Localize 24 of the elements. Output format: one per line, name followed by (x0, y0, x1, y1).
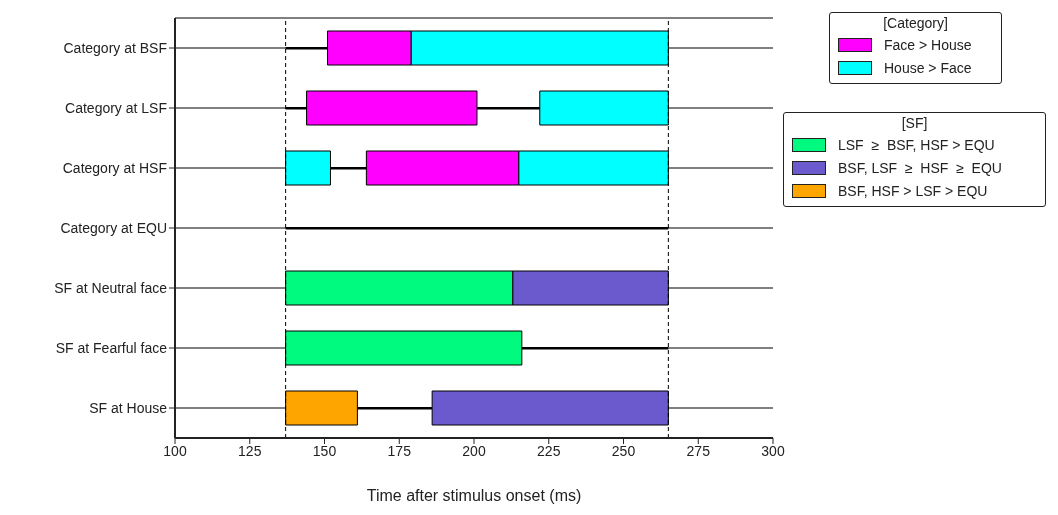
x-tick-label: 150 (312, 442, 337, 459)
x-tick-label: 200 (462, 442, 486, 459)
x-axis-title: Time after stimulus onset (ms) (366, 487, 582, 505)
x-tick-label: 175 (387, 442, 412, 459)
x-tick-label: 100 (163, 442, 187, 459)
x-tick-label: 250 (611, 442, 636, 459)
y-tick-label: Category at EQU (60, 219, 167, 236)
y-tick-label: Category at LSF (65, 99, 167, 116)
y-tick-label: Category at HSF (62, 159, 167, 176)
legend-label: House > Face (884, 59, 972, 76)
x-tick-label: 225 (537, 442, 561, 459)
text: [SF] (900, 115, 929, 131)
legend-title: [Category] (882, 15, 949, 31)
legend-label: LSF ≥ BSF, HSF > EQU (838, 136, 995, 153)
x-tick-label: 125 (238, 442, 262, 459)
x-tick-label: 300 (761, 442, 785, 459)
x-tick-label: 275 (686, 442, 711, 459)
y-tick-label: SF at Fearful face (55, 339, 168, 356)
legend-label: BSF, LSF ≥ HSF ≥ EQU (838, 159, 1002, 176)
legend-label: Face > House (884, 36, 972, 53)
legend-label: BSF, HSF > LSF > EQU (838, 182, 988, 199)
y-tick-label: Category at BSF (63, 39, 167, 56)
y-tick-label: SF at House (89, 399, 168, 416)
y-tick-label: SF at Neutral face (54, 279, 168, 296)
